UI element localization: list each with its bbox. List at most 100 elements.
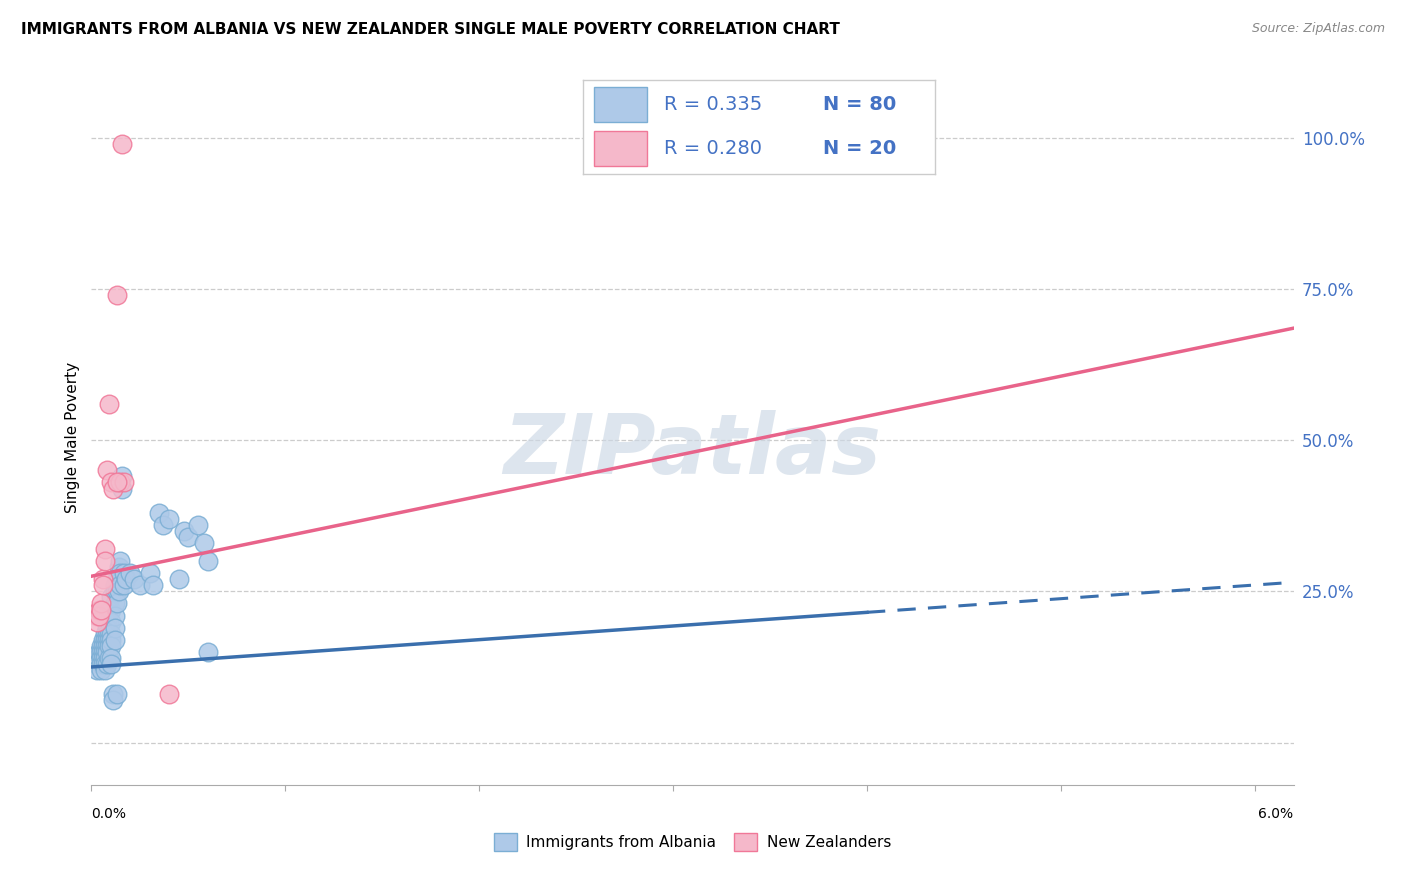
Point bbox=[97, 626, 120, 640]
Point bbox=[94, 541, 117, 556]
Point bbox=[97, 639, 120, 653]
Point bbox=[107, 584, 129, 599]
Point bbox=[96, 626, 118, 640]
Point bbox=[100, 591, 122, 605]
Legend: Immigrants from Albania, New Zealanders: Immigrants from Albania, New Zealanders bbox=[488, 827, 897, 857]
Point bbox=[86, 663, 108, 677]
Point bbox=[90, 657, 112, 671]
Point bbox=[94, 645, 117, 659]
Point bbox=[100, 632, 122, 647]
Point bbox=[104, 584, 127, 599]
Point bbox=[96, 657, 118, 671]
FancyBboxPatch shape bbox=[593, 131, 647, 167]
Text: 0.0%: 0.0% bbox=[91, 807, 127, 822]
Point bbox=[107, 560, 129, 574]
Point bbox=[107, 572, 129, 586]
Point bbox=[105, 288, 128, 302]
Point bbox=[104, 578, 127, 592]
Point bbox=[97, 397, 120, 411]
Text: IMMIGRANTS FROM ALBANIA VS NEW ZEALANDER SINGLE MALE POVERTY CORRELATION CHART: IMMIGRANTS FROM ALBANIA VS NEW ZEALANDER… bbox=[21, 22, 839, 37]
Point bbox=[197, 645, 219, 659]
Point bbox=[89, 602, 111, 616]
Point bbox=[86, 657, 108, 671]
FancyBboxPatch shape bbox=[593, 87, 647, 122]
Text: ZIPatlas: ZIPatlas bbox=[503, 410, 882, 491]
Point bbox=[91, 632, 114, 647]
Text: R = 0.280: R = 0.280 bbox=[665, 139, 762, 158]
Point bbox=[112, 566, 135, 581]
Point bbox=[96, 615, 118, 629]
Point bbox=[90, 602, 112, 616]
Point bbox=[110, 566, 132, 581]
Point bbox=[96, 621, 118, 635]
Point bbox=[142, 578, 165, 592]
Point bbox=[167, 572, 190, 586]
Point bbox=[100, 475, 122, 490]
Point bbox=[173, 524, 195, 538]
Point bbox=[112, 475, 135, 490]
Point bbox=[104, 621, 127, 635]
Point bbox=[101, 687, 124, 701]
Point bbox=[90, 645, 112, 659]
Y-axis label: Single Male Poverty: Single Male Poverty bbox=[65, 361, 80, 513]
Point bbox=[100, 639, 122, 653]
Point bbox=[193, 536, 215, 550]
Point bbox=[96, 463, 118, 477]
Point bbox=[91, 578, 114, 592]
Point bbox=[91, 651, 114, 665]
Point bbox=[197, 554, 219, 568]
Point bbox=[100, 657, 122, 671]
Point bbox=[94, 626, 117, 640]
Point bbox=[157, 687, 180, 701]
Text: 6.0%: 6.0% bbox=[1258, 807, 1294, 822]
Point bbox=[96, 632, 118, 647]
Point bbox=[96, 645, 118, 659]
Point bbox=[91, 645, 114, 659]
Point bbox=[104, 632, 127, 647]
Point bbox=[90, 597, 112, 611]
Point bbox=[94, 639, 117, 653]
Point bbox=[100, 602, 122, 616]
Point bbox=[120, 566, 142, 581]
Point bbox=[101, 482, 124, 496]
Point bbox=[148, 506, 170, 520]
Point bbox=[90, 663, 112, 677]
Point bbox=[86, 651, 108, 665]
Point bbox=[97, 615, 120, 629]
Point bbox=[89, 608, 111, 623]
Point bbox=[94, 657, 117, 671]
Point bbox=[104, 608, 127, 623]
Point bbox=[105, 687, 128, 701]
Point bbox=[94, 651, 117, 665]
Point bbox=[152, 517, 174, 532]
Point bbox=[90, 639, 112, 653]
Point bbox=[97, 651, 120, 665]
Point bbox=[86, 615, 108, 629]
Point bbox=[111, 469, 134, 483]
Text: R = 0.335: R = 0.335 bbox=[665, 95, 762, 114]
Point bbox=[157, 512, 180, 526]
Point bbox=[112, 578, 135, 592]
Text: N = 20: N = 20 bbox=[823, 139, 896, 158]
Point bbox=[104, 597, 127, 611]
Point bbox=[91, 657, 114, 671]
Point bbox=[128, 578, 150, 592]
Point bbox=[91, 639, 114, 653]
Point bbox=[94, 663, 117, 677]
Point bbox=[110, 554, 132, 568]
Point bbox=[105, 597, 128, 611]
Point bbox=[94, 632, 117, 647]
Text: Source: ZipAtlas.com: Source: ZipAtlas.com bbox=[1251, 22, 1385, 36]
Text: N = 80: N = 80 bbox=[823, 95, 896, 114]
Point bbox=[110, 578, 132, 592]
Point bbox=[122, 572, 145, 586]
Point bbox=[111, 482, 134, 496]
Point bbox=[110, 475, 132, 490]
Point bbox=[90, 651, 112, 665]
Point bbox=[105, 572, 128, 586]
Point bbox=[94, 554, 117, 568]
Point bbox=[101, 693, 124, 707]
Point bbox=[100, 615, 122, 629]
Point bbox=[86, 608, 108, 623]
Point bbox=[89, 645, 111, 659]
